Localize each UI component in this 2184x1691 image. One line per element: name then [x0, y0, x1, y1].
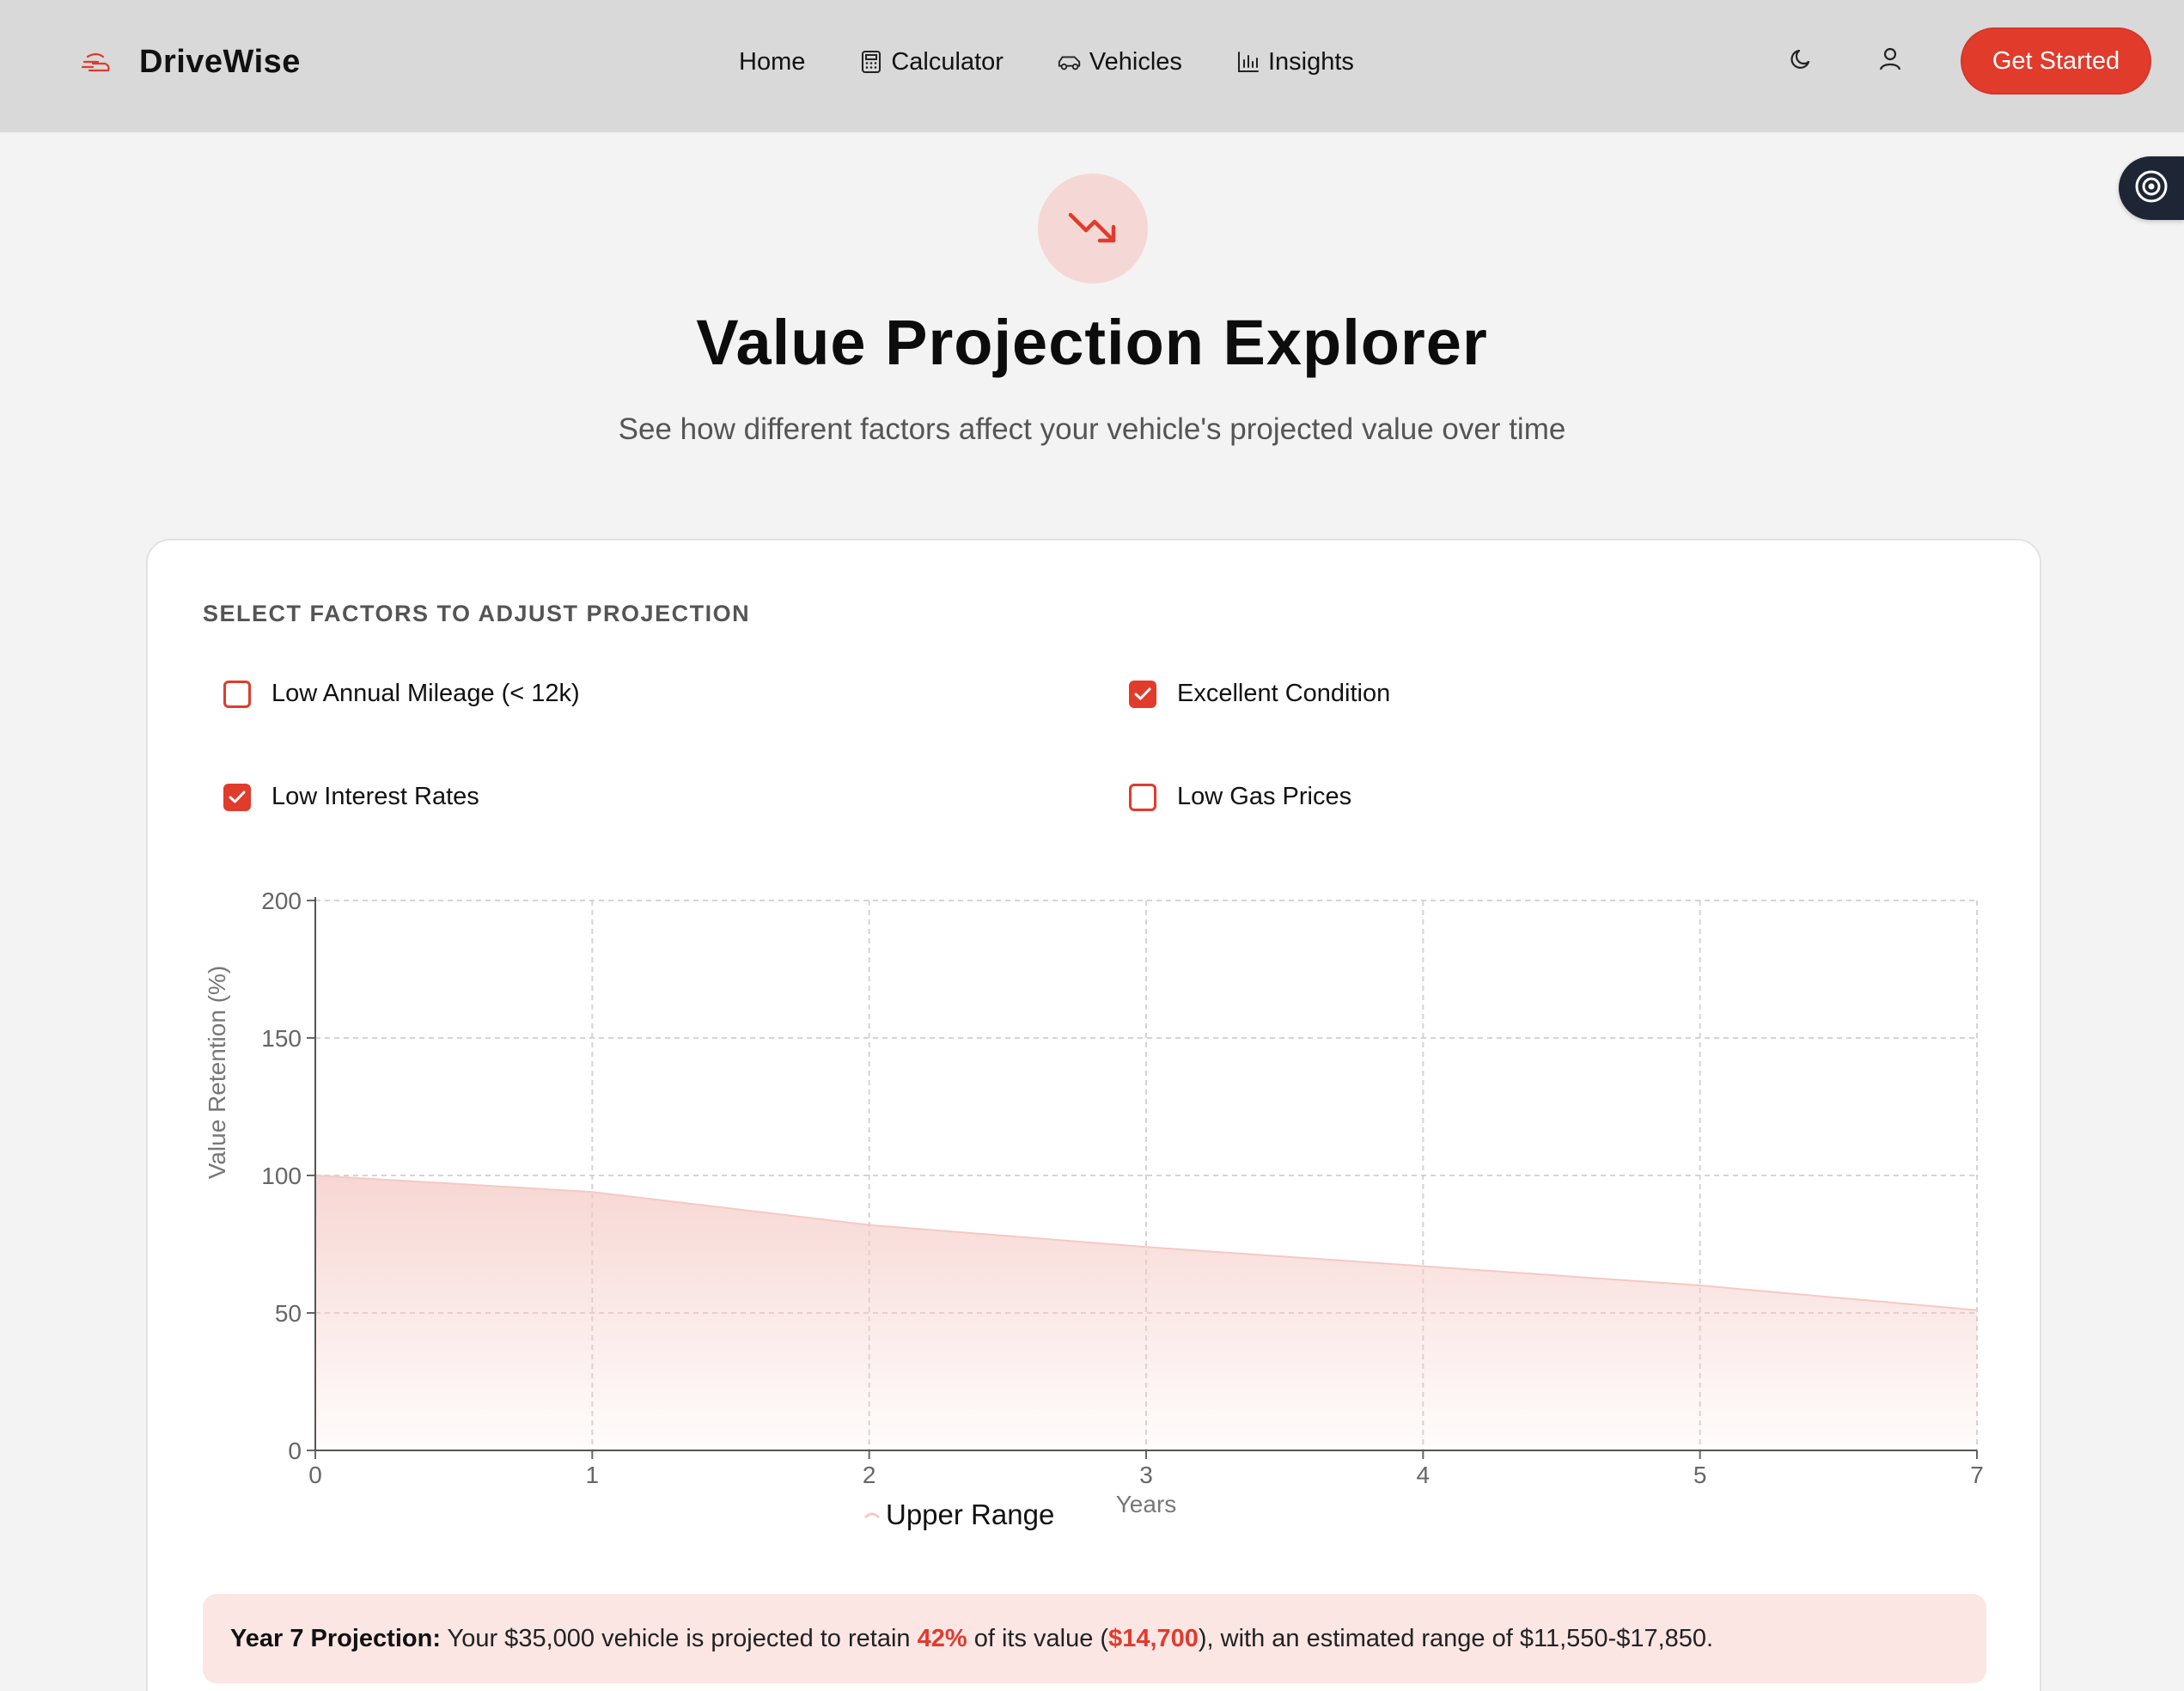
calculator-icon: [858, 49, 884, 75]
low-gas-checkbox[interactable]: [1129, 783, 1156, 811]
excellent-condition-label: Excellent Condition: [1177, 680, 1391, 707]
nav-actions: Get Started: [1777, 27, 2151, 95]
summary-percent: 42%: [917, 1624, 967, 1652]
excellent-condition-checkbox[interactable]: [1129, 680, 1156, 708]
x-tick-label: 0: [308, 1462, 322, 1488]
x-tick-label: 5: [1693, 1462, 1707, 1488]
summary-text-2: of its value (: [967, 1624, 1109, 1652]
brand[interactable]: DriveWise: [79, 40, 301, 84]
x-tick-label: 7: [1970, 1462, 1984, 1488]
y-tick-label: 100: [261, 1163, 302, 1189]
summary-text-3: ), with an estimated range of $11,550-$1…: [1198, 1624, 1714, 1652]
x-tick-label: 1: [586, 1462, 600, 1488]
x-tick-label: 2: [863, 1462, 876, 1488]
dark-mode-toggle[interactable]: [1777, 37, 1825, 85]
low-interest-checkbox[interactable]: [223, 783, 251, 811]
factor-low-mileage[interactable]: Low Annual Mileage (< 12k): [223, 680, 580, 708]
nav-home-label: Home: [739, 47, 806, 76]
x-axis-label: Years: [1116, 1491, 1177, 1517]
low-mileage-label: Low Annual Mileage (< 12k): [271, 680, 580, 707]
nav-calculator-label: Calculator: [891, 47, 1004, 76]
main-nav: Home Calculator Vehicles Insights: [739, 40, 1407, 84]
bar-chart-icon: [1235, 49, 1261, 75]
nav-calculator[interactable]: Calculator: [858, 48, 1004, 76]
moon-icon: [1788, 46, 1814, 76]
projection-summary: Year 7 Projection: Your $35,000 vehicle …: [203, 1594, 1986, 1683]
page-subtitle: See how different factors affect your ve…: [618, 412, 1566, 446]
y-axis-label: Value Retention (%): [204, 966, 230, 1180]
projection-card: SELECT FACTORS TO ADJUST PROJECTION Low …: [146, 539, 2041, 1691]
low-interest-label: Low Interest Rates: [271, 783, 479, 810]
factor-low-interest[interactable]: Low Interest Rates: [223, 783, 479, 811]
nav-vehicles[interactable]: Vehicles: [1057, 48, 1182, 76]
x-tick-label: 4: [1417, 1462, 1431, 1488]
summary-amount: $14,700: [1108, 1624, 1199, 1652]
nav-vehicles-label: Vehicles: [1089, 47, 1182, 76]
trending-down-icon: [1065, 208, 1120, 250]
factors-heading: SELECT FACTORS TO ADJUST PROJECTION: [203, 601, 751, 626]
brand-name: DriveWise: [139, 43, 301, 80]
y-tick-label: 200: [261, 888, 302, 914]
legend-label: Upper Range: [886, 1499, 1054, 1530]
checkmark-icon: [1134, 687, 1151, 699]
user-icon: [1878, 46, 1902, 76]
y-tick-label: 0: [288, 1438, 302, 1464]
car-icon: [1057, 49, 1083, 75]
page-title: Value Projection Explorer: [696, 307, 1488, 378]
low-gas-label: Low Gas Prices: [1177, 783, 1352, 810]
series-area-upper-range: [315, 1175, 1977, 1450]
nav-insights-label: Insights: [1267, 47, 1354, 76]
y-tick-label: 150: [261, 1025, 302, 1052]
y-tick-label: 50: [275, 1300, 302, 1327]
top-navbar: DriveWise Home Calculator Vehicles Insig…: [0, 0, 2184, 132]
checkmark-icon: [229, 791, 246, 803]
value-chart: 0 50 100 150 200 0 1 2 3 4 5 7 Years Value Retention …: [148, 540, 2043, 1576]
assistant-widget-button[interactable]: [2119, 156, 2184, 220]
x-tick-label: 3: [1139, 1462, 1153, 1488]
summary-prefix: Year 7 Projection:: [230, 1624, 441, 1652]
car-speed-logo-icon: [79, 45, 113, 79]
low-mileage-checkbox[interactable]: [223, 680, 251, 708]
account-button[interactable]: [1866, 37, 1914, 85]
factor-low-gas[interactable]: Low Gas Prices: [1129, 783, 1351, 811]
get-started-button[interactable]: Get Started: [1961, 27, 2151, 95]
trending-down-badge: [1038, 174, 1148, 284]
value-chart-svg: 0 50 100 150 200 0 1 2 3 4 5 7 Years Value Retention …: [204, 888, 1984, 1530]
nav-insights[interactable]: Insights: [1235, 48, 1354, 76]
factor-excellent-condition[interactable]: Excellent Condition: [1129, 680, 1390, 708]
legend-swatch: [863, 1512, 881, 1519]
target-icon: [2132, 168, 2170, 210]
summary-text-1: Your $35,000 vehicle is projected to ret…: [441, 1624, 918, 1652]
nav-home[interactable]: Home: [739, 48, 805, 76]
